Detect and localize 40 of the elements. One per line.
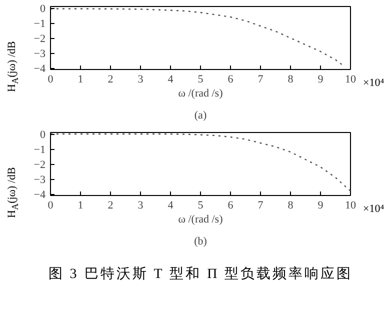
y-tick-label: −3 [34,174,46,186]
text: (a) [194,110,207,122]
x-tick-label: 0 [48,74,54,86]
x-tick-label: 9 [318,200,324,212]
x-axis-title: ω /(rad /s) [178,88,224,100]
x-tick-label: 7 [258,74,264,86]
y-tick-label: 0 [40,129,46,141]
x-tick-label: 10 [345,74,356,86]
x-tick-label: 9 [318,74,324,86]
y-tick-label: −2 [34,159,46,171]
x-tick-label: 1 [78,200,84,212]
text: (b) [194,236,208,248]
text: ×10⁴ [363,202,384,217]
y-tick-label: −1 [34,144,46,156]
x-tick-label: 2 [108,200,114,212]
x-tick-label: 7 [258,200,264,212]
x-tick-label: 2 [108,74,114,86]
x-tick-label: 3 [138,200,144,212]
x-tick-label: 5 [198,74,204,86]
x-tick-label: 6 [228,200,234,212]
x-tick-label: 6 [228,74,234,86]
x-tick-label: 4 [168,74,174,86]
y-tick-label: −4 [34,63,46,75]
x-tick-label: 8 [288,200,294,212]
y-tick-label: −3 [34,48,46,60]
y-tick-label: −4 [34,189,46,201]
caption: 图 3 巴特沃斯 T 型和 Π 型负载频率响应图 [48,265,353,284]
y-tick-label: 0 [40,3,46,15]
x-tick-label: 8 [288,74,294,86]
y-tick-label: −1 [34,18,46,30]
text: ×10⁴ [363,76,384,91]
x-tick-label: 4 [168,200,174,212]
y-tick-label: −2 [34,33,46,45]
x-tick-label: 1 [78,74,84,86]
x-tick-label: 10 [345,200,356,212]
x-axis-title: ω /(rad /s) [178,214,224,226]
x-tick-label: 5 [198,200,204,212]
x-tick-label: 3 [138,74,144,86]
x-tick-label: 0 [48,200,54,212]
line-series [50,133,350,192]
